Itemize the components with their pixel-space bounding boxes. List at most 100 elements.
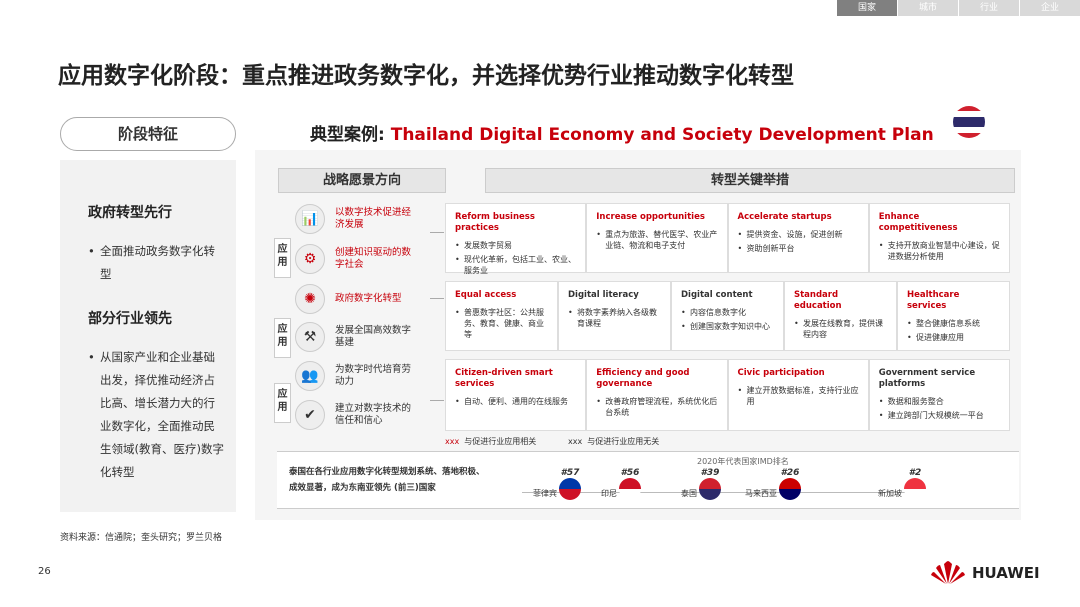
card-title: Digital content (681, 290, 753, 300)
tab-industry[interactable]: 行业 (959, 0, 1019, 16)
card-title: Citizen-driven smart services (455, 368, 553, 389)
card-bullet: 内容信息数字化 (681, 307, 774, 318)
rank-number: #2 (908, 468, 922, 478)
country-name: 印尼 (601, 489, 617, 498)
card-bullet: 数据和服务整合 (879, 396, 1000, 407)
vision-text: 政府数字化转型 (335, 293, 402, 304)
logo-text: HUAWEI (972, 564, 1040, 582)
card-title: Government service platforms (878, 368, 976, 389)
shield-check-icon: ✔ (295, 400, 325, 430)
card-bullet: 将数字素养纳入各级教育课程 (568, 307, 661, 329)
connector-arrow (430, 232, 444, 233)
country-rank: #39 (699, 468, 721, 500)
card-bullet: 支持开放商业智慧中心建设，促进数据分析使用 (879, 240, 1000, 262)
vision-text: 以数字技术促进经济发展 (335, 207, 412, 230)
feature-bullet-2: 从国家产业和企业基础出发，择优推动经济占比高、增长潜力大的行业数字化，全面推动民… (88, 346, 224, 484)
feature-bullet-1: 全面推动政务数字化转型 (88, 240, 224, 286)
vision-item: 📊 以数字技术促进经济发展 (295, 204, 415, 234)
case-name: Thailand Digital Economy and Society Dev… (390, 125, 934, 145)
country-flag-icon (779, 478, 801, 500)
legend-unrelated: xxx 与促进行业应用无关 (568, 436, 659, 447)
vision-header: 战略愿景方向 (278, 168, 446, 193)
action-card: Government service platforms 数据和服务整合建立跨部门… (868, 359, 1010, 431)
card-title: Accelerate startups (737, 212, 832, 222)
card-bullet: 改善政府管理流程，系统优化后台系统 (596, 396, 717, 418)
action-card: Healthcare services 整合健康信息系统促进健康应用 (897, 281, 1010, 351)
knowledge-icon: ⚙ (295, 244, 325, 274)
page-title: 应用数字化阶段：重点推进政务数字化，并选择优势行业推动数字化转型 (58, 63, 794, 89)
card-bullet: 提供资金、设施，促进创新 (738, 229, 859, 240)
tab-country[interactable]: 国家 (837, 0, 897, 16)
card-title: Civic participation (737, 368, 825, 378)
card-title: Reform business practices (455, 212, 535, 233)
card-bullet: 发展在线教育，提供课程内容 (794, 318, 887, 340)
vision-text: 为数字时代培育劳动力 (335, 364, 412, 387)
actions-header: 转型关键举措 (485, 168, 1015, 193)
vision-item: ⚒ 发展全国高效数字基建 (295, 322, 415, 352)
country-rank: #26 (779, 468, 801, 500)
huawei-petal-icon (931, 561, 965, 584)
infrastructure-icon: ⚒ (295, 322, 325, 352)
vision-item: ⚙ 创建知识驱动的数字社会 (295, 244, 415, 274)
vision-item: 👥 为数字时代培育劳动力 (295, 361, 415, 391)
action-card: Digital content 内容信息数字化创建国家数字知识中心 (671, 281, 784, 351)
application-tag: 应用 (274, 318, 291, 358)
card-bullet: 创建国家数字知识中心 (681, 321, 774, 332)
thailand-flag-icon (953, 106, 985, 138)
legend-related: xxx 与促进行业应用相关 (445, 436, 536, 447)
country-flag-icon (559, 478, 581, 500)
action-card: Digital literacy 将数字素养纳入各级教育课程 (558, 281, 671, 351)
government-icon: ✺ (295, 284, 325, 314)
card-title: Digital literacy (568, 290, 639, 300)
legend-related-text: 与促进行业应用相关 (464, 437, 537, 446)
country-name: 菲律宾 (533, 489, 557, 498)
country-flag-icon (904, 478, 926, 500)
chart-icon: 📊 (295, 204, 325, 234)
vision-text: 发展全国高效数字基建 (335, 325, 412, 348)
action-card: Standard education 发展在线教育，提供课程内容 (784, 281, 897, 351)
connector-arrow (430, 298, 444, 299)
country-name: 马来西亚 (745, 489, 777, 498)
stage-features-pill: 阶段特征 (60, 117, 236, 151)
country-rank: #56 (619, 468, 641, 500)
source-note: 资料来源：信通院；奎头研究；罗兰贝格 (60, 533, 223, 543)
card-bullet: 发展数字贸易 (455, 240, 576, 251)
action-card: Enhance competitiveness 支持开放商业智慧中心建设，促进数据… (868, 203, 1010, 273)
vision-item: ✺ 政府数字化转型 (295, 284, 415, 314)
country-rank: #57 (559, 468, 581, 500)
case-title: 典型案例: Thailand Digital Economy and Socie… (310, 120, 934, 145)
rank-number: #39 (700, 468, 720, 478)
country-name: 新加坡 (878, 489, 902, 498)
ranking-title: 2020年代表国家IMD排名 (697, 457, 789, 466)
rank-number: #57 (560, 468, 580, 478)
card-bullet: 现代化革新，包括工业、农业、服务业 (455, 254, 576, 276)
ranking-summary: 泰国在各行业应用数字化转型规划系统、落地积极、成效显著，成为东南亚领先 (前三)… (289, 467, 485, 493)
tab-enterprise[interactable]: 企业 (1020, 0, 1080, 16)
page-number: 26 (38, 566, 51, 577)
action-card: Equal access 普惠数字社区：公共服务、教育、健康、商业等 (445, 281, 558, 351)
case-prefix: 典型案例: (310, 125, 391, 145)
country-rank: #2 (904, 468, 926, 500)
card-bullet: 整合健康信息系统 (907, 318, 1000, 329)
card-bullet: 资助创新平台 (738, 243, 859, 254)
top-tabs: 国家 城市 行业 企业 (836, 0, 1080, 16)
vision-text: 创建知识驱动的数字社会 (335, 247, 412, 270)
action-card: Civic participation 建立开放数据标准，支持行业应用 (727, 359, 869, 431)
rank-number: #26 (780, 468, 800, 478)
card-bullet: 促进健康应用 (907, 332, 1000, 343)
card-title: Healthcare services (907, 290, 960, 311)
action-card: Reform business practices 发展数字贸易现代化革新，包括工… (445, 203, 587, 276)
tab-city[interactable]: 城市 (898, 0, 958, 16)
country-flag-icon (619, 478, 641, 500)
connector-arrow (430, 400, 444, 401)
feature-heading-1: 政府转型先行 (88, 205, 172, 221)
card-bullet: 重点为旅游、替代医学、农业产业链、物流和电子支付 (596, 229, 717, 251)
workforce-icon: 👥 (295, 361, 325, 391)
vision-text: 建立对数字技术的信任和信心 (335, 403, 412, 426)
card-title: Increase opportunities (596, 212, 705, 222)
country-name: 泰国 (681, 489, 697, 498)
legend-mark-gray: xxx (568, 437, 583, 446)
card-bullet: 建立开放数据标准，支持行业应用 (738, 385, 859, 407)
card-title: Standard education (794, 290, 842, 311)
feature-heading-2: 部分行业领先 (88, 311, 172, 327)
